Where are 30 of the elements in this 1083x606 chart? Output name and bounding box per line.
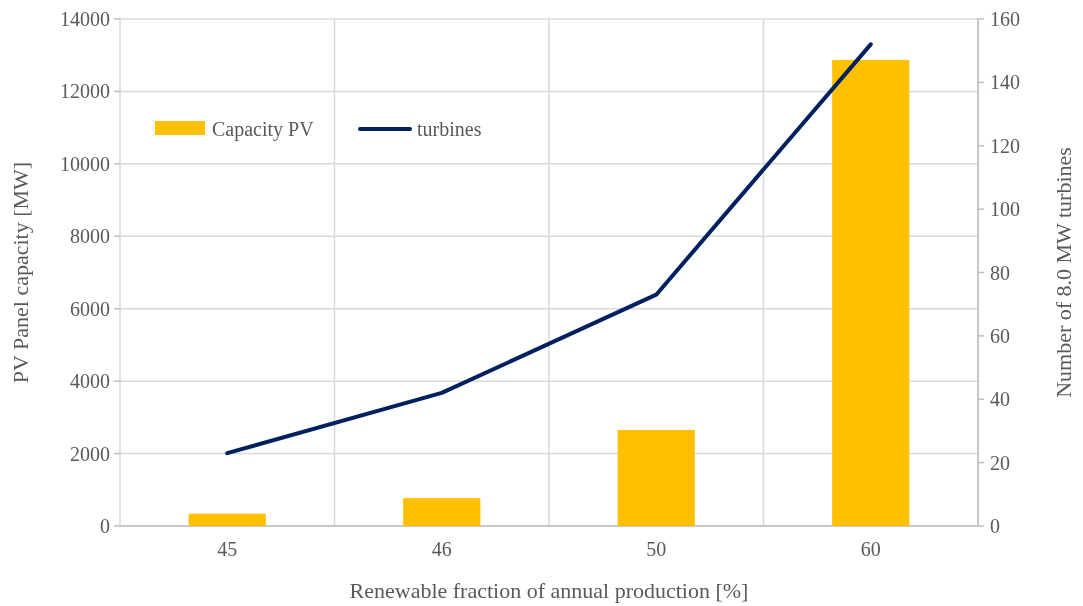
y-tick-label: 10000: [60, 152, 110, 175]
x-tick-label: 60: [860, 538, 881, 560]
bar: [403, 498, 481, 526]
x-axis-title: Renewable fraction of annual production [%]: [349, 578, 749, 603]
y2-tick-label: 0: [990, 515, 1000, 537]
y-tick-label: 14000: [60, 8, 110, 30]
y2-tick-label: 120: [990, 134, 1020, 157]
x-tick-label: 50: [646, 538, 667, 560]
y-tick-label: 0: [100, 515, 110, 537]
y2-tick-label: 20: [990, 451, 1010, 474]
y-tick-label: 6000: [70, 297, 110, 320]
y2-tick-label: 100: [990, 198, 1020, 221]
y-axis-title: PV Panel capacity [MW]: [8, 161, 33, 384]
y2-tick-label: 140: [990, 71, 1020, 94]
y2-tick-label: 160: [990, 8, 1020, 30]
y-tick-label: 8000: [70, 225, 110, 248]
x-tick-label: 46: [431, 538, 452, 560]
y2-tick-label: 40: [990, 388, 1010, 411]
legend-label: turbines: [417, 118, 482, 140]
y2-tick-label: 80: [990, 261, 1010, 284]
y2-tick-label: 60: [990, 324, 1010, 347]
y2-axis-title: Number of 8.0 MW turbines: [1051, 147, 1076, 398]
y-tick-label: 2000: [70, 442, 110, 465]
legend-label: Capacity PV: [212, 118, 315, 141]
bar: [617, 430, 695, 526]
x-tick-label: 45: [217, 538, 238, 560]
y-tick-label: 4000: [70, 370, 110, 393]
bar: [832, 59, 910, 526]
y-tick-label: 12000: [60, 80, 110, 103]
bar: [188, 513, 266, 526]
